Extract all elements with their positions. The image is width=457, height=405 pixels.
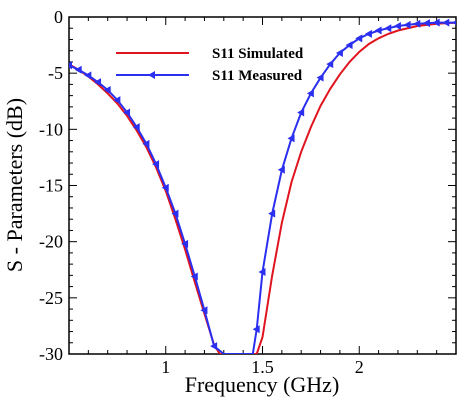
data-point-marker	[277, 165, 285, 174]
data-point-marker	[190, 272, 198, 281]
data-point-marker	[84, 71, 92, 80]
y-tick-label: -15	[39, 176, 63, 196]
x-tick-label: 2	[355, 357, 364, 377]
plot-area	[68, 16, 457, 355]
data-point-marker	[171, 209, 179, 218]
data-point-marker	[364, 29, 372, 38]
data-point-marker	[403, 20, 411, 29]
x-tick-label: 1.5	[251, 357, 274, 377]
legend-marker	[148, 71, 155, 79]
series-layer	[69, 18, 456, 354]
legend: S11 Simulated S11 Measured	[116, 46, 304, 84]
y-tick-label: -20	[39, 232, 63, 252]
data-point-marker	[452, 20, 456, 25]
data-point-marker	[258, 267, 266, 276]
data-point-marker	[181, 239, 189, 248]
data-point-marker	[210, 342, 218, 351]
axis-ticks	[69, 16, 456, 355]
series-line-simulated	[69, 21, 456, 354]
data-point-marker	[252, 325, 260, 334]
data-point-marker	[268, 209, 276, 218]
y-tick-label: -30	[39, 344, 63, 364]
y-tick-label: -10	[39, 119, 63, 139]
data-point-marker	[326, 60, 334, 69]
data-point-marker	[113, 96, 121, 105]
legend-label: S11 Simulated	[212, 46, 304, 62]
data-point-marker	[384, 24, 392, 33]
data-point-marker	[152, 160, 160, 169]
data-point-marker	[355, 34, 363, 43]
data-point-marker	[432, 18, 440, 27]
y-axis-title: S - Parameters (dB)	[2, 98, 27, 272]
y-tick-label: 0	[54, 7, 63, 27]
data-point-marker	[316, 73, 324, 82]
data-point-marker	[393, 21, 401, 30]
data-point-marker	[306, 89, 314, 98]
data-point-marker	[442, 18, 450, 27]
x-axis-title: Frequency (GHz)	[185, 372, 340, 397]
data-point-marker	[335, 48, 343, 57]
data-point-marker	[69, 61, 72, 70]
data-point-marker	[94, 78, 102, 87]
data-point-marker	[74, 65, 82, 74]
data-point-marker	[142, 139, 150, 148]
data-point-marker	[161, 183, 169, 192]
data-point-marker	[287, 134, 295, 143]
y-tick-label: -5	[48, 63, 63, 83]
axis-tick-labels: 1 1.5 2 0 -5 -10 -15 -20 -25 -30	[39, 7, 364, 377]
data-point-marker	[123, 108, 131, 117]
x-tick-label: 1	[161, 357, 170, 377]
data-point-marker	[200, 306, 208, 315]
data-point-marker	[132, 123, 140, 132]
data-point-marker	[422, 19, 430, 28]
data-point-marker	[374, 26, 382, 35]
legend-label: S11 Measured	[212, 68, 303, 84]
data-point-marker	[297, 108, 305, 117]
y-tick-label: -25	[39, 288, 63, 308]
data-point-marker	[413, 19, 421, 28]
data-point-marker	[345, 41, 353, 50]
data-point-marker	[103, 86, 111, 95]
